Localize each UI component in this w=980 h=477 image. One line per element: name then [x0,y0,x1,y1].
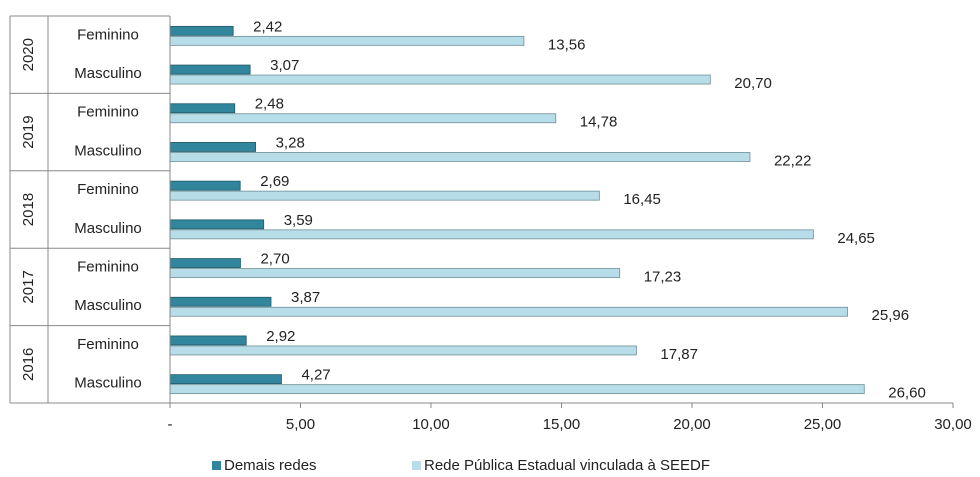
legend-label: Demais redes [224,457,317,474]
bar [169,103,236,114]
value-label: 3,07 [270,57,299,74]
x-tick-label: 15,00 [543,416,581,433]
bar [169,345,637,356]
value-label: 20,70 [734,75,772,92]
bar [169,306,848,317]
bar [169,219,265,230]
group-label: 2017 [20,270,37,303]
value-label: 4,27 [301,367,330,384]
x-tick-label: 10,00 [412,416,450,433]
value-label: 3,28 [276,134,305,151]
value-label: 2,69 [260,173,289,190]
value-label: 14,78 [580,114,618,131]
y-tick-label: Feminino [77,259,139,276]
value-label: 2,70 [260,251,289,268]
value-label: 17,87 [660,346,698,363]
bar [169,152,751,162]
y-tick-label: Feminino [77,181,139,198]
bar [169,74,711,85]
group-label: 2019 [20,115,37,148]
y-tick-label: Masculino [74,142,142,159]
value-label: 2,48 [255,96,284,113]
y-tick-label: Masculino [74,297,142,314]
x-tick-label: 5,00 [286,416,315,433]
y-tick-label: Feminino [77,104,139,121]
x-tick-label: 20,00 [673,416,711,433]
legend-label: Rede Pública Estadual vinculada à SEEDF [424,457,710,474]
y-tick-label: Feminino [77,336,139,353]
bar [169,113,557,124]
legend-swatch [212,461,221,470]
bar [169,142,257,152]
y-tick-label: Masculino [74,65,142,82]
bar [169,64,251,75]
y-tick-label: Masculino [74,375,142,392]
value-label: 2,42 [253,18,282,35]
value-label: 16,45 [623,191,661,208]
bar [169,229,814,240]
x-tick-label: 25,00 [804,416,842,433]
value-label: 13,56 [548,36,586,53]
y-tick-label: Masculino [74,220,142,237]
value-label: 24,65 [837,230,875,247]
bar [169,384,865,395]
bar [169,190,600,201]
value-label: 26,60 [888,385,926,402]
value-label: 25,96 [872,307,910,324]
value-label: 3,59 [284,212,313,229]
bar [169,35,525,46]
legend-swatch [412,461,421,470]
bar [169,374,282,385]
bar [169,180,241,191]
value-label: 2,92 [266,328,295,345]
bar [169,335,247,346]
x-tick-label: 30,00 [934,416,972,433]
group-label: 2018 [20,193,37,226]
bar [169,268,621,278]
group-label: 2016 [20,348,37,381]
bar [169,258,241,268]
bar [169,296,272,307]
value-label: 3,87 [291,289,320,306]
x-tick-label: - [168,416,173,433]
group-label: 2020 [20,38,37,71]
value-label: 22,22 [774,152,812,169]
bar [169,25,234,36]
value-label: 17,23 [644,269,682,286]
y-tick-label: Feminino [77,26,139,43]
